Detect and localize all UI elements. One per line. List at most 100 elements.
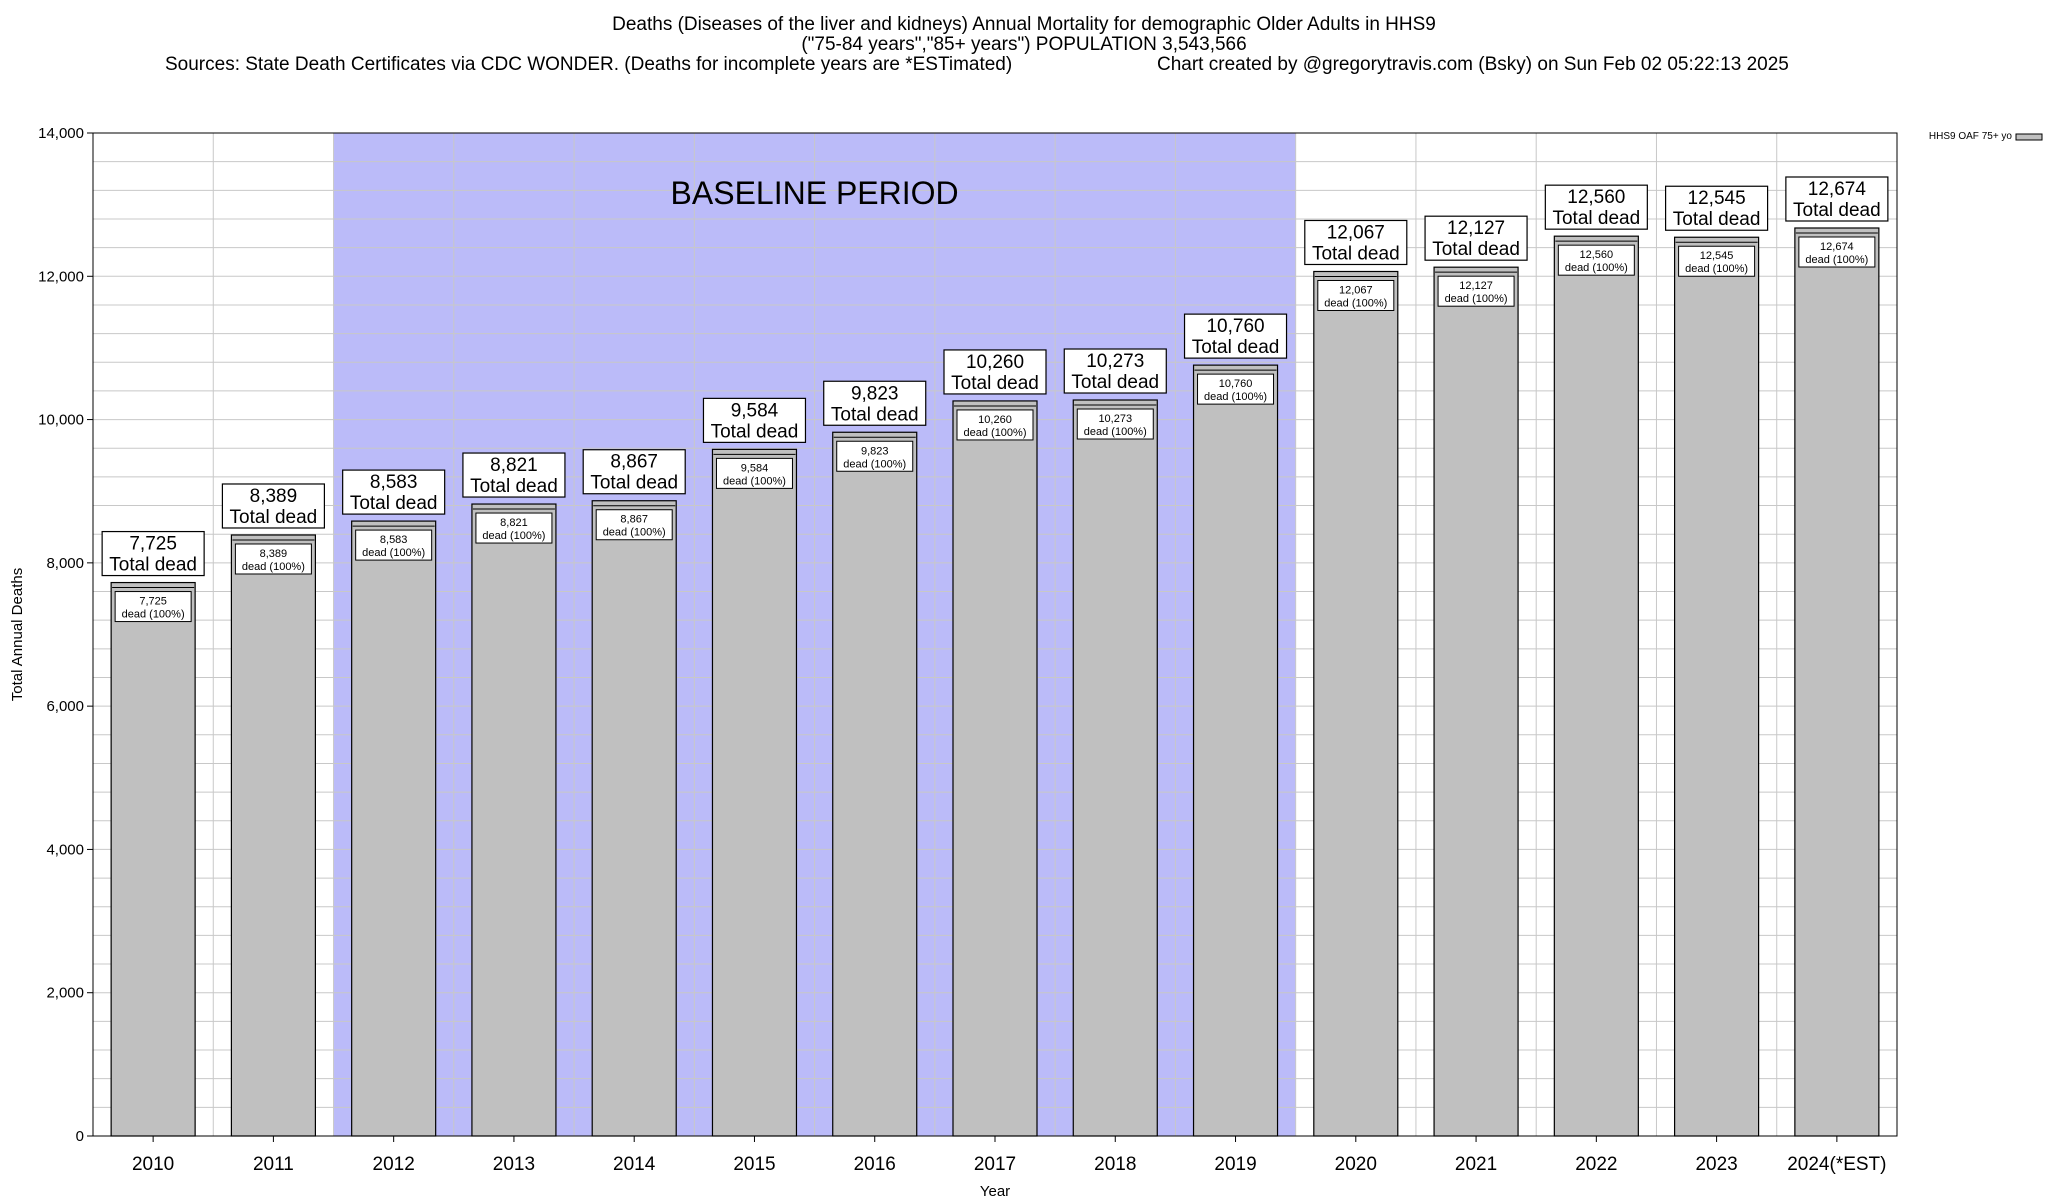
- legend-series-name: HHS9 OAF 75+ yo: [1929, 131, 2013, 142]
- bar: [832, 431, 918, 1137]
- bar-top-label-box: [342, 469, 446, 515]
- bar: [1794, 227, 1880, 1137]
- x-tick-label: 2018: [1094, 1154, 1136, 1175]
- bar-inner-value-label: 12,560: [1580, 249, 1614, 261]
- bar-top-value-label: 8,583: [370, 472, 418, 493]
- bar-inner-suffix-label: dead (100%): [122, 609, 185, 621]
- bar-top-suffix-label: Total dead: [590, 473, 678, 494]
- bar-top-suffix-label: Total dead: [109, 555, 197, 576]
- x-tick-label: 2022: [1575, 1154, 1617, 1175]
- bar-top-label-box: [1544, 184, 1648, 230]
- y-tick-label: 2,000: [46, 985, 84, 1002]
- bar-top-value-label: 10,260: [966, 352, 1024, 373]
- bar-inner-value-label: 12,067: [1339, 284, 1373, 296]
- bar-top-suffix-label: Total dead: [1071, 372, 1159, 393]
- bar-top-label-box: [1424, 215, 1528, 261]
- bar-top-value-label: 8,389: [250, 486, 298, 507]
- bar-top-label-box: [1664, 185, 1769, 231]
- bar-inner-label-box: [234, 543, 312, 575]
- x-tick-label: 2015: [733, 1154, 775, 1175]
- bar-top-suffix-label: Total dead: [230, 507, 318, 528]
- bar-top-label-box: [221, 483, 325, 529]
- bar-inner-value-label: 8,583: [380, 534, 408, 546]
- bar-top-suffix-label: Total dead: [1192, 337, 1280, 358]
- bar-top-suffix-label: Total dead: [1312, 243, 1400, 264]
- bar-inner-suffix-label: dead (100%): [964, 427, 1027, 439]
- chart-title-line-2: ("75-84 years","85+ years") POPULATION 3…: [801, 34, 1247, 55]
- bar-top-value-label: 7,725: [129, 534, 177, 555]
- bar-top-suffix-label: Total dead: [470, 476, 558, 497]
- bar-top-value-label: 10,273: [1086, 351, 1144, 372]
- x-tick-label: 2019: [1214, 1154, 1256, 1175]
- bar-inner-value-label: 9,823: [861, 445, 889, 457]
- baseline-period-label: BASELINE PERIOD: [671, 175, 959, 211]
- bar-inner-value-label: 12,127: [1459, 280, 1493, 292]
- bar-top-label-box: [1785, 176, 1889, 222]
- bar-inner-value-label: 10,760: [1219, 378, 1253, 390]
- bar-top-suffix-label: Total dead: [1432, 239, 1520, 260]
- bar-top-label-box: [702, 397, 807, 443]
- bar-top-label-box: [823, 380, 927, 426]
- bar-inner-value-label: 7,725: [139, 596, 167, 608]
- bar-top-value-label: 8,821: [490, 455, 538, 476]
- bar-top-value-label: 12,127: [1447, 218, 1505, 239]
- x-tick-label: 2016: [854, 1154, 896, 1175]
- bar-inner-suffix-label: dead (100%): [843, 458, 906, 470]
- y-tick-label: 14,000: [38, 125, 84, 142]
- bar-top-suffix-label: Total dead: [1552, 208, 1640, 229]
- bar-top-label-box: [101, 530, 205, 577]
- bar-inner-label-box: [836, 440, 914, 472]
- bar-top-suffix-label: Total dead: [1673, 209, 1761, 230]
- bar-top-value-label: 12,067: [1327, 222, 1385, 243]
- bar-inner-value-label: 12,545: [1700, 250, 1734, 262]
- bar-inner-label-box: [1798, 236, 1876, 268]
- bar-inner-suffix-label: dead (100%): [482, 530, 545, 542]
- bar-inner-suffix-label: dead (100%): [362, 547, 425, 559]
- bar-inner-label-box: [1197, 373, 1275, 405]
- y-axis-title: Total Annual Deaths: [9, 568, 26, 701]
- bar: [1433, 266, 1519, 1137]
- bar: [1553, 235, 1639, 1137]
- bar: [110, 581, 196, 1137]
- y-tick-label: 8,000: [46, 555, 84, 572]
- bar-top-value-label: 12,545: [1688, 188, 1746, 209]
- bar-inner-value-label: 12,674: [1820, 241, 1854, 253]
- bar-inner-suffix-label: dead (100%): [1685, 263, 1748, 275]
- bar-top-suffix-label: Total dead: [350, 493, 438, 514]
- bar-inner-label-box: [114, 591, 192, 623]
- bar-inner-label-box: [956, 409, 1034, 441]
- bar-inner-label-box: [1437, 275, 1515, 307]
- bar-inner-label-box: [1317, 279, 1395, 311]
- x-tick-label: 2021: [1455, 1154, 1497, 1175]
- bar-inner-value-label: 10,260: [978, 414, 1012, 426]
- x-tick-label: 2012: [373, 1154, 415, 1175]
- bar-inner-label-box: [715, 457, 793, 489]
- bar-top-label-box: [1183, 313, 1288, 359]
- chart-title-line-1: Deaths (Diseases of the liver and kidney…: [612, 14, 1436, 35]
- bar-inner-suffix-label: dead (100%): [1204, 391, 1267, 403]
- bar-inner-suffix-label: dead (100%): [1324, 297, 1387, 309]
- bar-top-suffix-label: Total dead: [951, 373, 1039, 394]
- bar-inner-value-label: 8,389: [260, 548, 288, 560]
- bar-top-label-box: [462, 452, 566, 498]
- bar-inner-suffix-label: dead (100%): [1445, 293, 1508, 305]
- bar-inner-label-box: [1076, 408, 1154, 440]
- x-tick-label: 2010: [132, 1154, 174, 1175]
- bar-top-value-label: 12,674: [1808, 179, 1867, 200]
- bar: [591, 500, 677, 1137]
- bar: [230, 534, 316, 1137]
- bar-inner-label-box: [355, 529, 433, 561]
- bar: [952, 400, 1038, 1137]
- bar-inner-value-label: 8,821: [500, 517, 528, 529]
- legend-swatch: [2015, 133, 2043, 141]
- x-axis-title: Year: [980, 1183, 1010, 1200]
- bar-inner-label-box: [595, 509, 673, 541]
- bar-top-suffix-label: Total dead: [831, 404, 919, 425]
- bar-inner-value-label: 10,273: [1098, 413, 1132, 425]
- bar-inner-suffix-label: dead (100%): [723, 475, 786, 487]
- bar-top-value-label: 9,584: [731, 400, 779, 421]
- y-tick-label: 6,000: [46, 698, 84, 715]
- bar: [351, 520, 437, 1137]
- bar: [1313, 270, 1399, 1137]
- bar-inner-suffix-label: dead (100%): [1805, 254, 1868, 266]
